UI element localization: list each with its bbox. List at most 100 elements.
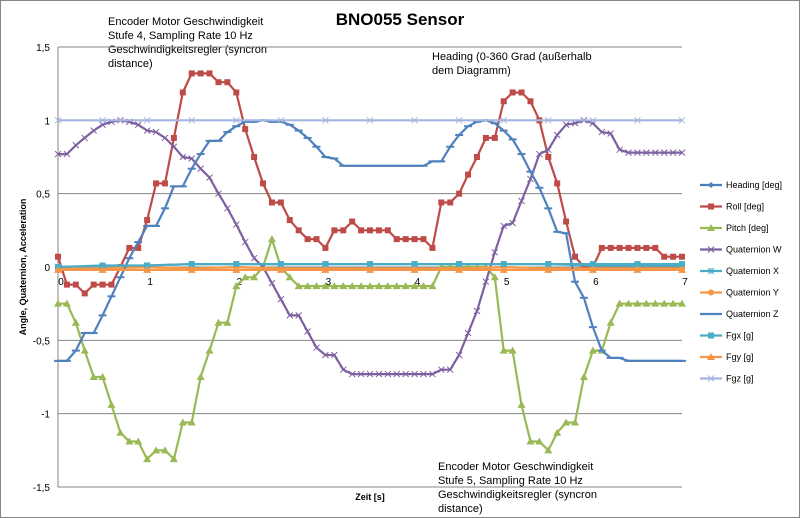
data-point <box>499 346 508 354</box>
data-point <box>678 116 686 124</box>
data-point <box>188 155 196 162</box>
y-tick-label: 0 <box>44 263 50 274</box>
legend-label: Quaternion W <box>726 245 782 255</box>
data-point <box>72 141 80 149</box>
series-line <box>58 119 682 376</box>
data-point <box>179 89 186 96</box>
data-point <box>384 227 391 234</box>
y-tick-label: -1,5 <box>33 483 51 494</box>
y-tick-labels: -1,5 -1 -0,5 0 0,5 1 1,5 <box>33 43 51 494</box>
data-point <box>206 174 213 181</box>
data-point <box>179 153 187 161</box>
data-point <box>143 455 152 463</box>
data-point <box>508 346 517 354</box>
data-point <box>411 370 418 378</box>
data-point <box>374 282 383 290</box>
y-tick-label: -0,5 <box>33 336 51 347</box>
data-point <box>544 446 553 454</box>
data-point <box>607 244 614 251</box>
annotation-line: distance) <box>438 503 483 515</box>
data-point <box>313 236 320 243</box>
data-point <box>232 116 240 124</box>
x-tick-label: 1 <box>147 277 153 288</box>
data-point <box>464 329 472 337</box>
data-point <box>651 149 659 156</box>
data-point <box>188 70 195 77</box>
data-point <box>330 351 338 359</box>
data-point <box>348 282 357 290</box>
data-point <box>402 236 409 243</box>
data-point <box>589 261 596 268</box>
data-point <box>80 346 89 354</box>
data-point <box>527 98 534 105</box>
data-point <box>518 89 525 96</box>
data-point <box>491 248 499 256</box>
data-point <box>375 227 382 234</box>
annotation-line: dem Diagramm) <box>432 65 511 77</box>
data-point <box>367 227 373 234</box>
data-point <box>205 346 214 354</box>
legend-label: Quaternion Z <box>726 309 779 319</box>
annotation-line: Stufe 4, Sampling Rate 10 Hz <box>108 30 253 42</box>
data-point <box>339 282 348 290</box>
legend-item: Roll [deg] <box>700 202 764 212</box>
data-point <box>446 366 454 374</box>
data-point <box>545 261 552 268</box>
data-point <box>224 79 231 86</box>
data-point <box>473 154 480 160</box>
data-point <box>517 400 526 408</box>
data-point <box>268 279 276 287</box>
data-point <box>268 199 275 206</box>
data-point <box>340 227 347 234</box>
data-point <box>707 224 715 231</box>
data-point <box>707 246 715 253</box>
data-point <box>54 116 62 124</box>
data-point <box>642 299 651 307</box>
legend-label: Heading [deg] <box>726 180 782 190</box>
data-point <box>678 265 686 273</box>
legend-label: Roll [deg] <box>726 202 764 212</box>
data-point <box>90 127 98 134</box>
data-point <box>135 244 142 251</box>
x-tick-label: 4 <box>415 277 421 288</box>
data-point <box>526 437 535 445</box>
data-point <box>295 227 302 234</box>
data-point <box>598 128 606 136</box>
legend-label: Fgz [g] <box>726 374 754 384</box>
data-point <box>161 180 168 187</box>
data-point <box>331 227 338 234</box>
annotation-line: Encoder Motor Geschwindigkeit <box>108 16 263 28</box>
data-point <box>500 98 507 105</box>
data-point <box>321 282 330 290</box>
data-point <box>99 281 106 288</box>
data-point <box>286 312 294 319</box>
data-point <box>553 131 561 139</box>
y-tick-label: 1 <box>44 116 50 127</box>
data-point <box>99 262 106 269</box>
data-point <box>375 370 383 378</box>
data-point <box>89 373 98 380</box>
data-point <box>490 273 499 281</box>
chart-title: BNO055 Sensor <box>336 10 465 29</box>
data-point <box>322 244 329 251</box>
data-point <box>267 235 276 243</box>
data-point <box>562 418 571 426</box>
data-point <box>152 446 161 454</box>
data-point <box>678 149 686 156</box>
legend-label: Quaternion Y <box>726 288 779 298</box>
annotation-line: Geschwindigkeitsregler (syncron <box>438 489 597 501</box>
data-point <box>251 154 258 160</box>
data-point <box>652 244 659 251</box>
data-point <box>615 299 624 307</box>
data-point <box>708 332 714 339</box>
data-point <box>170 143 178 151</box>
data-point <box>277 199 284 206</box>
data-point <box>107 400 116 408</box>
data-point <box>438 199 445 206</box>
data-point <box>580 264 587 270</box>
data-point <box>98 265 107 273</box>
data-point <box>99 116 106 124</box>
data-point <box>90 281 97 288</box>
y-tick-label: 1,5 <box>36 43 50 54</box>
data-point <box>260 180 267 187</box>
